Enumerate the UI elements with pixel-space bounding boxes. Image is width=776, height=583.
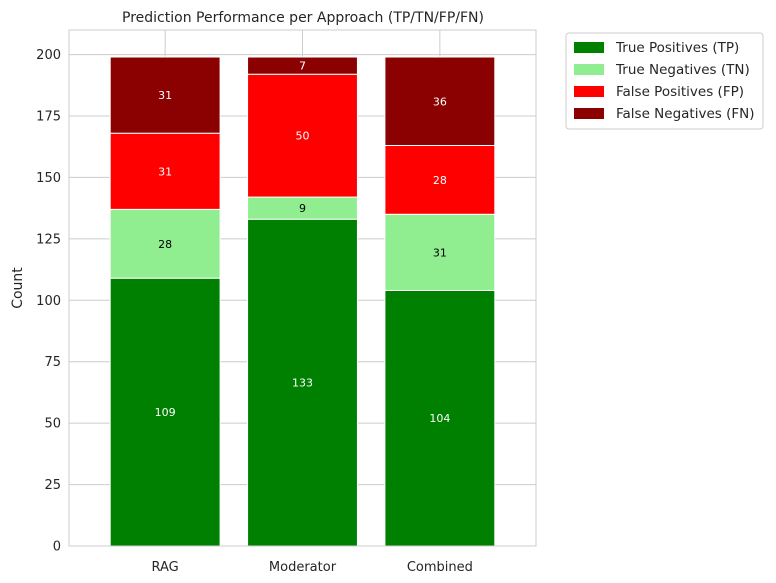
bar-segment — [384, 144, 496, 215]
data-label: 104 — [429, 412, 450, 425]
y-tick-label: 150 — [36, 171, 61, 186]
x-tick-label: Moderator — [269, 560, 337, 575]
legend-label: True Positives (TP) — [615, 40, 739, 56]
bars-group — [109, 56, 496, 547]
x-tick-label: Combined — [407, 560, 473, 575]
y-tick-label: 100 — [36, 294, 61, 309]
bar-segment — [247, 218, 358, 547]
legend-swatch — [574, 108, 604, 119]
y-tick-label: 0 — [53, 540, 61, 555]
bar-segment — [109, 56, 221, 134]
data-label: 50 — [296, 130, 310, 143]
bar-segment — [109, 277, 221, 547]
bar-segment — [384, 289, 496, 547]
bar-segment — [247, 56, 358, 75]
legend-label: False Positives (FP) — [616, 84, 744, 100]
y-tick-label: 50 — [44, 417, 61, 432]
y-tick-labels: 0 25 50 75 100 125 150 175 200 — [36, 48, 61, 554]
data-label: 133 — [292, 377, 313, 390]
y-axis-label: Count — [10, 267, 26, 309]
bar-segment — [384, 56, 496, 146]
y-tick-label: 25 — [44, 478, 61, 493]
data-label: 31 — [433, 246, 447, 259]
y-tick-label: 75 — [44, 355, 61, 370]
data-label: 31 — [158, 165, 172, 178]
data-label: 31 — [158, 89, 172, 102]
x-tick-label: RAG — [152, 560, 179, 575]
data-label: 28 — [433, 174, 447, 187]
plot-frame — [68, 29, 537, 547]
data-label: 9 — [299, 202, 306, 215]
y-tick-label: 200 — [36, 48, 61, 63]
legend-frame — [565, 32, 764, 130]
legend-label: False Negatives (FN) — [616, 106, 755, 122]
y-tick-label: 125 — [36, 232, 61, 247]
chart-title: Prediction Performance per Approach (TP/… — [122, 10, 484, 26]
data-labels-group: 109 28 31 31 133 9 50 7 104 31 28 36 — [155, 60, 451, 426]
legend-swatch — [574, 86, 604, 97]
legend-swatch — [574, 64, 604, 75]
legend: True Positives (TP) True Negatives (TN) Fa… — [565, 32, 764, 130]
data-label: 109 — [155, 406, 176, 419]
data-label: 7 — [299, 60, 306, 73]
legend-label: True Negatives (TN) — [615, 62, 750, 78]
bar-segment — [384, 213, 496, 291]
bar-segment — [247, 73, 358, 198]
legend-swatch — [574, 42, 604, 53]
x-tick-labels: RAG Moderator Combined — [152, 560, 473, 575]
data-label: 36 — [433, 95, 447, 108]
data-label: 28 — [158, 238, 172, 251]
y-tick-label: 175 — [36, 110, 61, 125]
